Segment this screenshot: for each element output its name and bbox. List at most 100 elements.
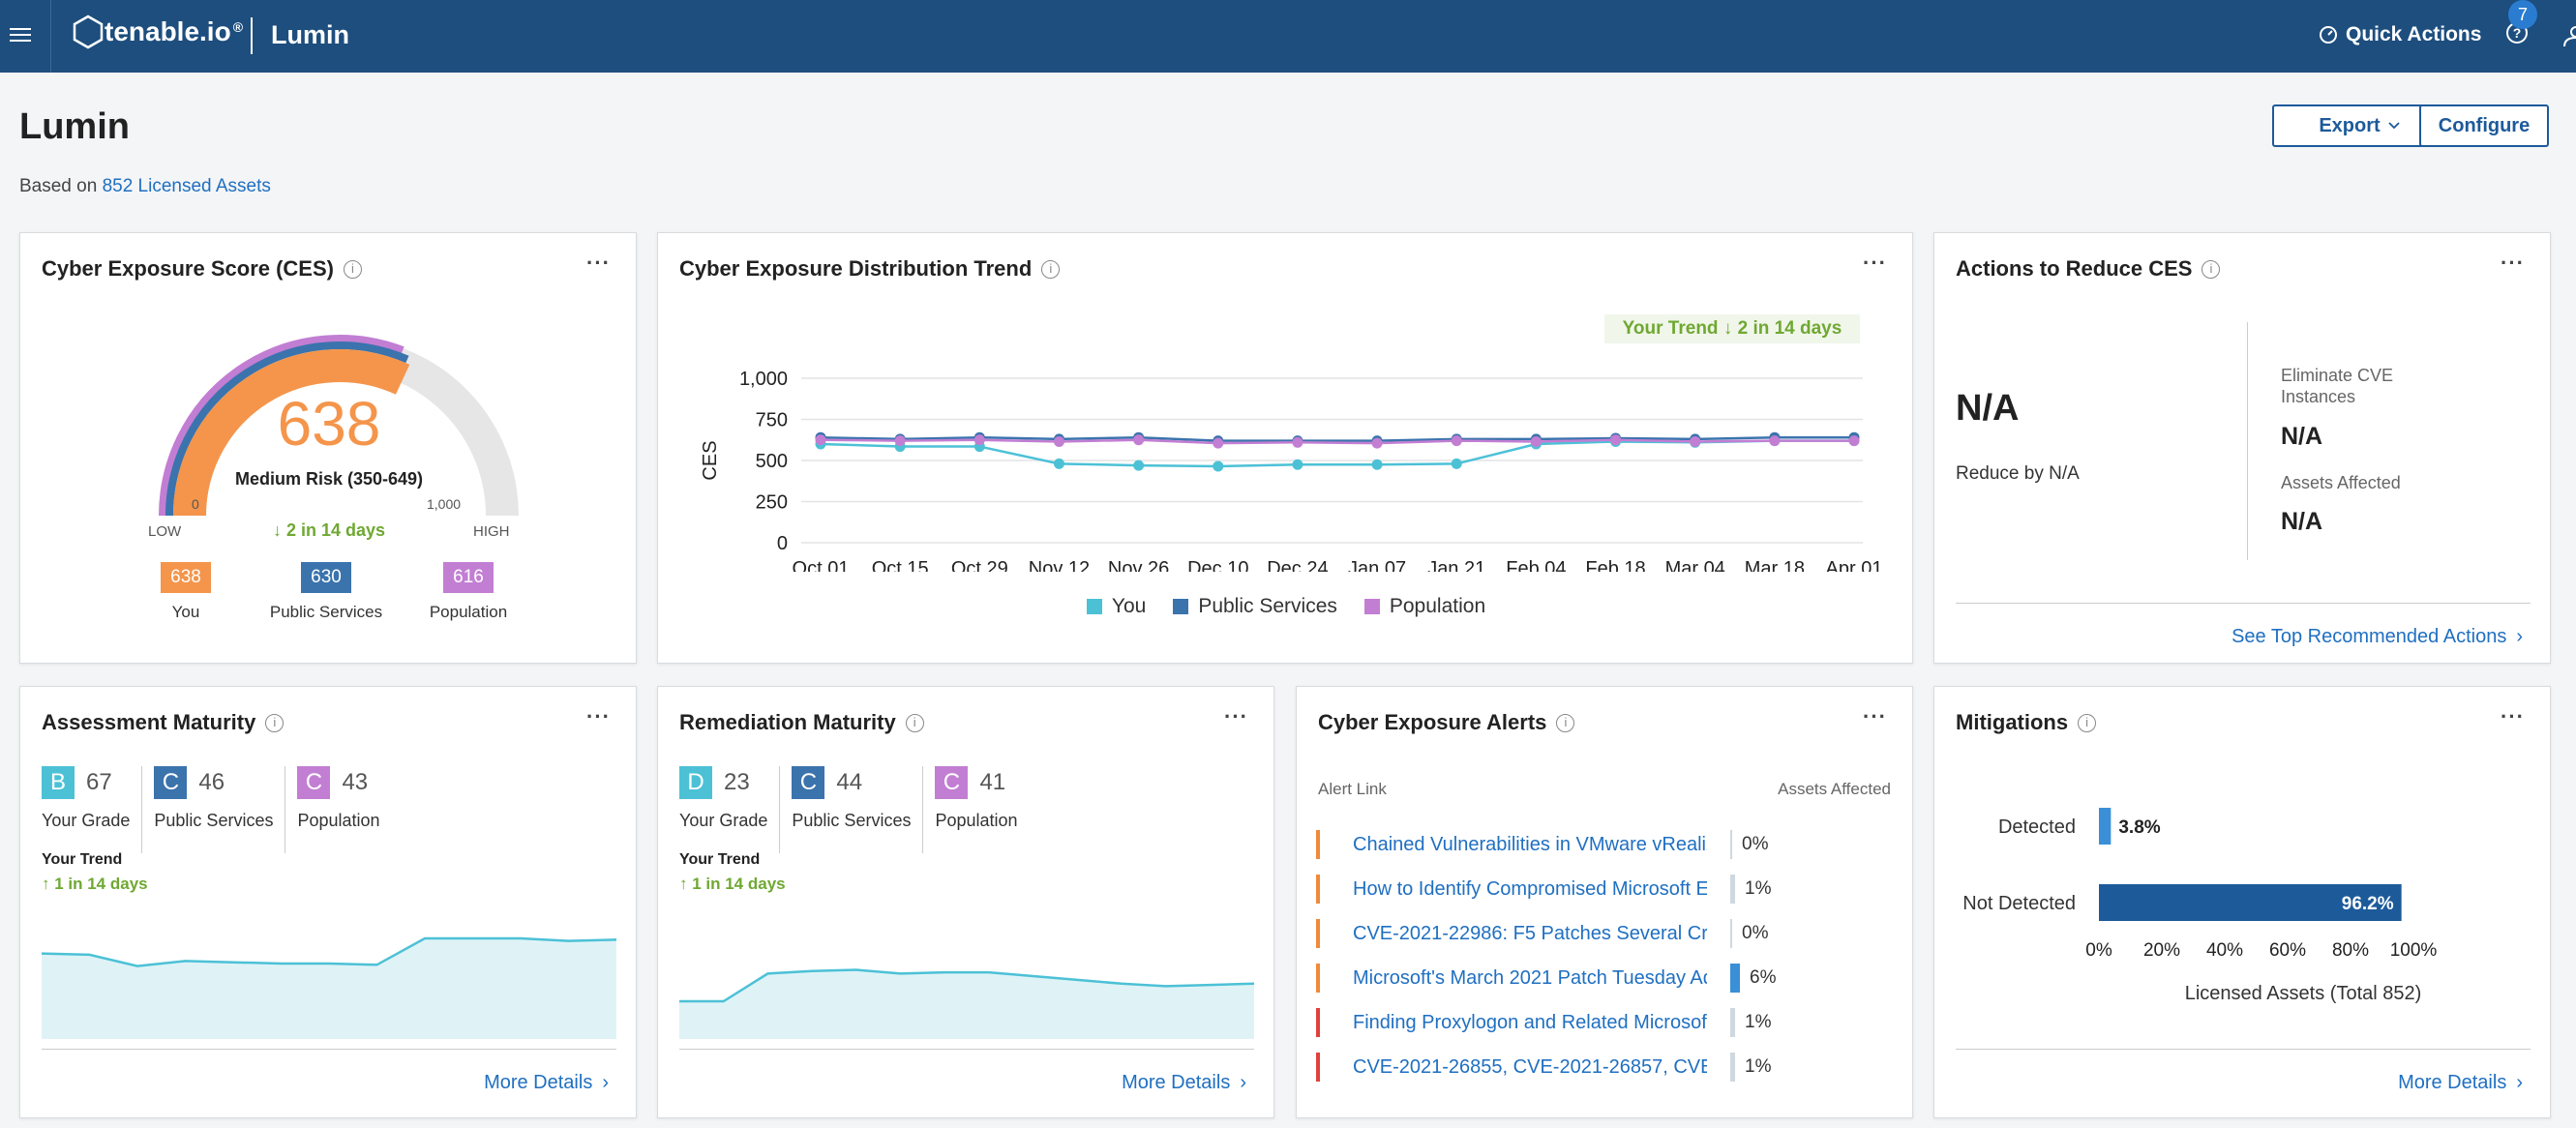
y-tick-label: 250 (756, 492, 788, 514)
tenable-logo[interactable]: tenable.io ® (72, 15, 243, 49)
more-options-icon[interactable]: ··· (2501, 704, 2525, 728)
info-icon[interactable]: i (2078, 713, 2097, 732)
data-point[interactable] (1690, 435, 1701, 447)
assets-affected-value: N/A (2281, 508, 2323, 535)
more-options-icon[interactable]: ··· (586, 251, 611, 275)
data-point[interactable] (1133, 434, 1145, 446)
mitigations-title-text: Mitigations (1956, 710, 2069, 734)
info-icon[interactable]: i (2202, 259, 2221, 279)
more-options-icon[interactable]: ··· (1863, 251, 1887, 275)
grade-value: 44 (836, 769, 863, 795)
info-icon[interactable]: i (905, 713, 924, 732)
alert-row: How to Identify Compromised Microsoft E.… (1316, 875, 1897, 904)
legend-item[interactable]: Population (1363, 595, 1485, 618)
data-point[interactable] (1371, 437, 1383, 449)
alert-link[interactable]: CVE-2021-26855, CVE-2021-26857, CVE-20..… (1353, 1055, 1707, 1078)
x-tick-label: Mar 04 (1665, 558, 1725, 572)
grade-population: C 43 Population (297, 766, 391, 853)
data-point[interactable] (1610, 434, 1622, 446)
grade-badge: C (154, 766, 188, 799)
severity-bar (1316, 875, 1320, 904)
data-point[interactable] (1530, 435, 1542, 447)
chevron-right-icon: › (1240, 1072, 1246, 1093)
user-icon[interactable] (2562, 25, 2576, 46)
reduce-by-label: Reduce by N/A (1956, 463, 2080, 484)
footer-line (1956, 1049, 2531, 1050)
legend-swatch (1086, 599, 1102, 614)
alert-link[interactable]: Chained Vulnerabilities in VMware vReali… (1353, 833, 1707, 855)
configure-label: Configure (2438, 114, 2531, 136)
licensed-assets-link[interactable]: 852 Licensed Assets (102, 176, 271, 196)
legend-item[interactable]: You (1086, 595, 1146, 618)
alert-link[interactable]: How to Identify Compromised Microsoft E.… (1353, 877, 1707, 900)
more-details-link[interactable]: More Details › (1122, 1072, 1246, 1094)
population-score-badge: 616 (443, 562, 494, 593)
more-details-link[interactable]: More Details › (484, 1072, 609, 1094)
data-point[interactable] (1292, 436, 1303, 448)
data-point[interactable] (1451, 458, 1462, 469)
trend-title: Your Trend (42, 851, 123, 868)
page-title: Lumin (19, 106, 130, 147)
alert-link[interactable]: Microsoft's March 2021 Patch Tuesday Add… (1353, 966, 1707, 989)
x-tick-label: Jan 21 (1427, 558, 1485, 572)
more-options-icon[interactable]: ··· (1224, 704, 1248, 728)
see-top-actions-link[interactable]: See Top Recommended Actions › (2232, 626, 2523, 648)
chevron-right-icon: › (602, 1072, 609, 1093)
mitigation-bar[interactable] (2099, 884, 2402, 921)
remediation-title-text: Remediation Maturity (679, 710, 896, 734)
actions-divider (2247, 322, 2248, 560)
assets-bar (1730, 875, 1735, 904)
notification-badge[interactable]: 7 (2508, 0, 2537, 29)
data-point[interactable] (1292, 459, 1303, 470)
legend-item[interactable]: Public Services (1173, 595, 1337, 618)
data-point[interactable] (815, 434, 826, 446)
more-details-link[interactable]: More Details › (2398, 1072, 2523, 1094)
more-options-icon[interactable]: ··· (2501, 251, 2525, 275)
remediation-sparkline (679, 968, 1254, 1039)
assessment-title-text: Assessment Maturity (42, 710, 256, 734)
data-point[interactable] (1213, 460, 1224, 472)
data-point[interactable] (1848, 435, 1860, 447)
data-point[interactable] (894, 435, 906, 447)
assets-value: 0% (1742, 923, 1769, 943)
data-point[interactable] (1451, 435, 1462, 447)
grade-public: C 46 Public Services (154, 766, 286, 853)
quick-actions-button[interactable]: Quick Actions (2319, 23, 2481, 46)
x-tick-label: 20% (2143, 940, 2180, 961)
gauge-population-arc (159, 335, 404, 517)
x-tick-label: Nov 26 (1108, 558, 1169, 572)
data-point[interactable] (1213, 437, 1224, 449)
menu-icon[interactable] (10, 24, 31, 45)
assets-bar (1730, 964, 1740, 993)
assets-affected-label: Assets Affected (2281, 473, 2401, 492)
data-point[interactable] (1053, 458, 1064, 469)
sparkline-line (42, 936, 616, 967)
risk-label: Medium Risk (350-649) (234, 469, 424, 489)
alert-link[interactable]: CVE-2021-22986: F5 Patches Several Criti… (1353, 922, 1707, 944)
chevron-right-icon: › (2516, 626, 2523, 647)
more-options-icon[interactable]: ··· (1863, 704, 1887, 728)
grade-badge: C (935, 766, 969, 799)
hexagon-logo-icon (73, 15, 104, 49)
data-point[interactable] (1053, 435, 1064, 447)
population-label: Population (429, 603, 508, 621)
data-point[interactable] (1133, 460, 1145, 471)
data-point[interactable] (1371, 459, 1383, 470)
bar-category-label: Detected (1998, 816, 2076, 838)
info-icon[interactable]: i (265, 713, 285, 732)
data-point[interactable] (973, 434, 985, 446)
grade-label: Public Services (154, 811, 274, 830)
info-icon[interactable]: i (1556, 713, 1575, 732)
severity-bar (1316, 1008, 1320, 1037)
configure-button[interactable]: Configure (2419, 104, 2549, 147)
alert-assets-affected: 1% (1730, 1008, 1771, 1037)
info-icon[interactable]: i (343, 259, 362, 279)
mitigation-bar[interactable] (2099, 808, 2112, 845)
more-options-icon[interactable]: ··· (586, 704, 611, 728)
x-tick-label: Oct 29 (951, 558, 1008, 572)
data-point[interactable] (1769, 435, 1781, 447)
alert-link[interactable]: Finding Proxylogon and Related Microsoft… (1353, 1011, 1707, 1033)
info-icon[interactable]: i (1041, 259, 1061, 279)
gauge-max-label: 1,000 (427, 496, 462, 512)
export-button[interactable]: Export (2272, 104, 2446, 147)
